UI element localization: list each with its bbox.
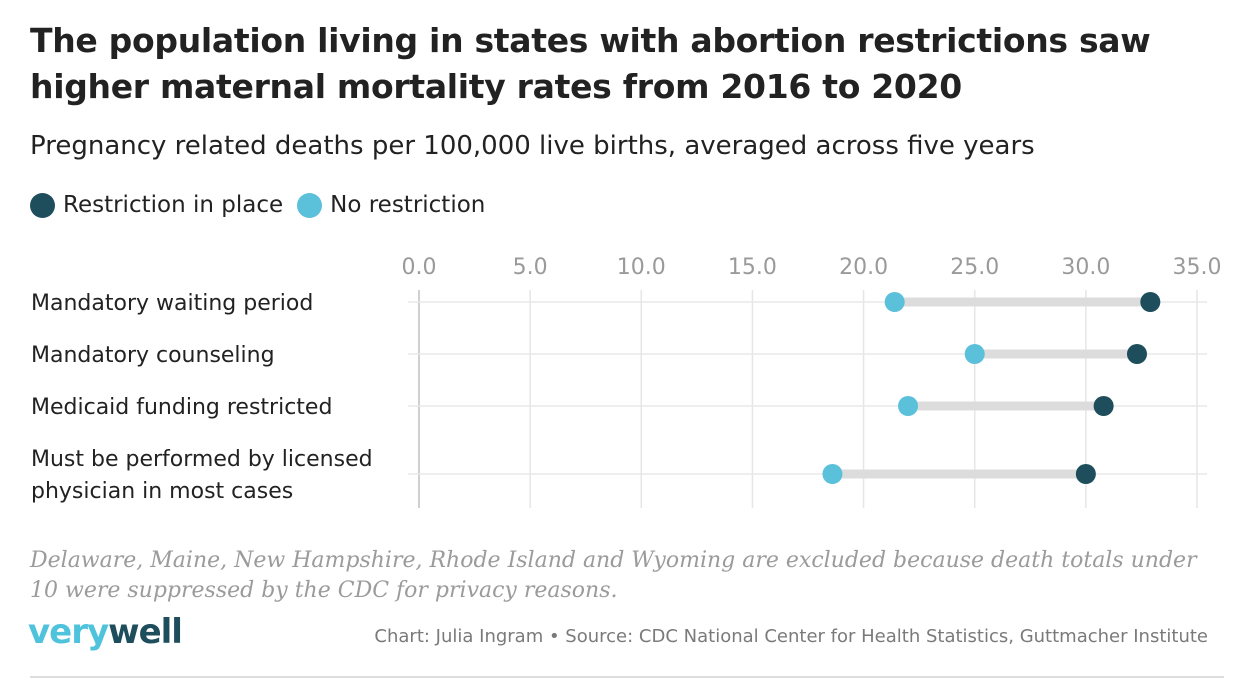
legend-label-no-restriction: No restriction — [330, 192, 486, 218]
legend-item-restriction: Restriction in place — [30, 192, 283, 218]
point-restriction — [1140, 292, 1161, 312]
x-tick-label: 10.0 — [617, 255, 666, 280]
dumbbell-chart: 0.0 5.0 10.0 15.0 20.0 25.0 30.0 35.0 Mandatory … — [31, 255, 1222, 508]
point-no-restriction — [898, 396, 919, 416]
point-no-restriction — [822, 464, 843, 484]
category-label: Mandatory waiting period — [31, 291, 313, 316]
footnote: Delaware, Maine, New Hampshire, Rhode Is… — [30, 548, 1197, 603]
x-tick-label: 35.0 — [1173, 255, 1222, 280]
logo-part-well: well — [108, 612, 183, 652]
legend-label-restriction: Restriction in place — [63, 192, 284, 218]
chart-subtitle: Pregnancy related deaths per 100,000 liv… — [30, 131, 1035, 161]
bottom-divider — [30, 676, 1224, 678]
point-restriction — [1126, 344, 1147, 364]
point-no-restriction — [964, 344, 985, 364]
category-label: Medicaid funding restricted — [31, 395, 332, 420]
legend: Restriction in place No restriction — [30, 192, 499, 218]
category-label: Mandatory counseling — [31, 343, 275, 368]
x-tick-label: 25.0 — [950, 255, 999, 280]
chart-title: The population living in states with abo… — [30, 21, 1151, 106]
legend-dot-restriction — [30, 192, 55, 218]
source-credit: Chart: Julia Ingram • Source: CDC Nation… — [374, 626, 1208, 647]
x-tick-label: 0.0 — [402, 255, 437, 280]
x-tick-label: 30.0 — [1061, 255, 1110, 280]
category-label: Must be performed by licensed physician i… — [31, 447, 373, 504]
point-restriction — [1093, 396, 1114, 416]
legend-item-no-restriction: No restriction — [297, 192, 485, 218]
x-tick-label: 15.0 — [728, 255, 777, 280]
logo-part-very: very — [28, 612, 109, 652]
x-tick-label: 20.0 — [839, 255, 888, 280]
point-restriction — [1075, 464, 1096, 484]
verywell-logo: verywell — [28, 612, 183, 652]
x-tick-label: 5.0 — [513, 255, 548, 280]
legend-dot-no-restriction — [297, 192, 323, 218]
point-no-restriction — [884, 292, 905, 312]
